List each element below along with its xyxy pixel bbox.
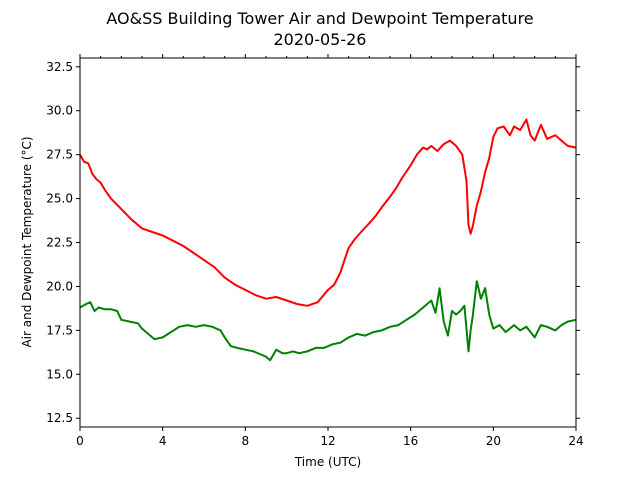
chart-subtitle: 2020-05-26 — [274, 30, 367, 49]
y-tick-label: 20.0 — [46, 279, 73, 293]
y-tick-label: 12.5 — [46, 411, 73, 425]
x-tick-label: 4 — [159, 434, 167, 448]
plot-area — [80, 58, 576, 427]
x-tick-label: 8 — [242, 434, 250, 448]
series-line-1 — [79, 280, 577, 362]
series-line-0 — [79, 118, 577, 307]
y-tick-label: 27.5 — [46, 148, 73, 162]
x-tick-label: 12 — [320, 434, 335, 448]
x-tick-label: 20 — [486, 434, 501, 448]
y-tick-label: 22.5 — [46, 236, 73, 250]
chart-title: AO&SS Building Tower Air and Dewpoint Te… — [106, 9, 533, 28]
x-axis-ticks: 0 4 8 12 16 20 24 — [76, 54, 584, 448]
y-axis-ticks: 12.5 15.0 17.5 20.0 22.5 25.0 27.5 30.0 32.5 — [46, 60, 580, 425]
series-layer — [79, 118, 577, 362]
y-axis-label: Air and Dewpoint Temperature (°C) — [20, 136, 34, 347]
x-tick-label: 24 — [568, 434, 583, 448]
y-tick-label: 17.5 — [46, 323, 73, 337]
y-tick-label: 15.0 — [46, 367, 73, 381]
y-tick-label: 32.5 — [46, 60, 73, 74]
x-tick-label: 0 — [76, 434, 84, 448]
y-tick-label: 30.0 — [46, 104, 73, 118]
y-tick-label: 25.0 — [46, 192, 73, 206]
plot-frame — [80, 58, 576, 427]
x-tick-label: 16 — [403, 434, 418, 448]
x-axis-label: Time (UTC) — [294, 455, 361, 469]
